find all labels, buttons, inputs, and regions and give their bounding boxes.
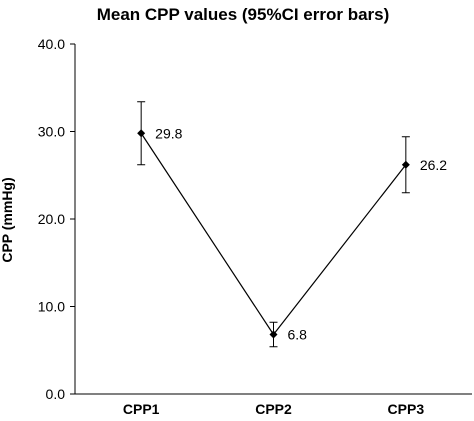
y-tick-label: 0.0	[46, 386, 66, 402]
y-axis-label: CPP (mmHg)	[0, 177, 15, 262]
chart-marks: 0.0 10.0 20.0 30.0 40.0 CPP1 CPP2 CPP3 29.8 6.8 26…	[38, 36, 448, 417]
y-tick-label: 10.0	[38, 299, 65, 315]
data-point	[401, 160, 410, 169]
chart-title: Mean CPP values (95%CI error bars)	[97, 5, 390, 24]
x-tick-label: CPP3	[388, 401, 425, 417]
data-point	[137, 129, 146, 138]
x-tick-label: CPP1	[123, 401, 160, 417]
data-label: 29.8	[155, 125, 182, 141]
series-line-segment	[140, 132, 275, 335]
data-label: 6.8	[288, 327, 308, 343]
y-tick-label: 20.0	[38, 211, 65, 227]
y-tick-label: 30.0	[38, 124, 65, 140]
y-tick-label: 40.0	[38, 36, 65, 52]
x-tick-label: CPP2	[255, 401, 292, 417]
series-line-segment	[273, 164, 407, 335]
data-label: 26.2	[420, 157, 447, 173]
data-point	[269, 330, 278, 339]
